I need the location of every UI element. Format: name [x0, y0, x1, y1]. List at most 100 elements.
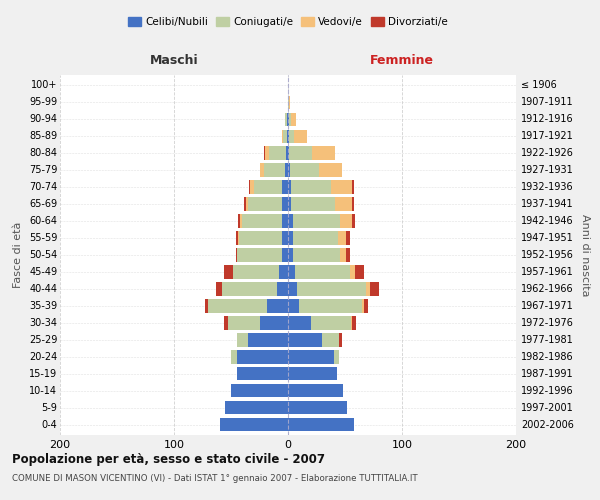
- Bar: [355, 266, 364, 278]
- Bar: [260, 316, 288, 330]
- Bar: [254, 180, 283, 194]
- Bar: [288, 248, 293, 262]
- Bar: [265, 146, 269, 160]
- Bar: [288, 112, 289, 126]
- Bar: [299, 300, 362, 312]
- Bar: [248, 198, 283, 210]
- Bar: [340, 214, 352, 228]
- Bar: [288, 214, 293, 228]
- Bar: [322, 334, 340, 346]
- Bar: [236, 248, 283, 262]
- Bar: [220, 418, 288, 432]
- Bar: [216, 282, 222, 296]
- Y-axis label: Fasce di età: Fasce di età: [13, 222, 23, 288]
- Bar: [292, 198, 335, 210]
- Bar: [335, 198, 352, 210]
- Bar: [340, 334, 341, 346]
- Legend: Celibi/Nubili, Coniugati/e, Vedovi/e, Divorziati/e: Celibi/Nubili, Coniugati/e, Vedovi/e, Di…: [124, 12, 452, 31]
- Bar: [264, 164, 284, 176]
- Bar: [205, 300, 208, 312]
- Bar: [231, 350, 236, 364]
- Bar: [288, 334, 322, 346]
- Bar: [226, 401, 288, 414]
- Bar: [288, 300, 299, 312]
- Bar: [293, 248, 340, 262]
- Bar: [288, 164, 290, 176]
- Bar: [283, 232, 288, 244]
- Bar: [240, 214, 242, 228]
- Bar: [364, 300, 368, 312]
- Bar: [236, 334, 248, 346]
- Bar: [269, 146, 286, 160]
- Bar: [288, 96, 289, 109]
- Bar: [370, 282, 379, 296]
- Bar: [242, 214, 283, 228]
- Bar: [288, 180, 292, 194]
- Bar: [283, 180, 288, 194]
- Bar: [287, 130, 288, 143]
- Bar: [236, 367, 288, 380]
- Bar: [250, 180, 254, 194]
- Bar: [293, 232, 338, 244]
- Bar: [289, 130, 294, 143]
- Bar: [362, 300, 364, 312]
- Bar: [352, 316, 356, 330]
- Bar: [338, 232, 346, 244]
- Bar: [288, 198, 292, 210]
- Bar: [290, 164, 319, 176]
- Bar: [293, 214, 340, 228]
- Bar: [239, 232, 283, 244]
- Bar: [277, 282, 288, 296]
- Text: Femmine: Femmine: [370, 54, 434, 68]
- Bar: [283, 130, 287, 143]
- Bar: [224, 266, 233, 278]
- Bar: [288, 146, 289, 160]
- Bar: [268, 300, 288, 312]
- Bar: [292, 112, 296, 126]
- Bar: [331, 180, 352, 194]
- Bar: [288, 232, 293, 244]
- Bar: [288, 418, 354, 432]
- Bar: [289, 146, 312, 160]
- Bar: [311, 316, 351, 330]
- Bar: [208, 300, 268, 312]
- Bar: [260, 164, 264, 176]
- Bar: [227, 316, 260, 330]
- Bar: [283, 214, 288, 228]
- Bar: [334, 350, 340, 364]
- Bar: [295, 266, 350, 278]
- Bar: [288, 130, 289, 143]
- Bar: [284, 112, 287, 126]
- Bar: [288, 350, 334, 364]
- Bar: [238, 232, 239, 244]
- Text: Maschi: Maschi: [149, 54, 199, 68]
- Bar: [312, 146, 335, 160]
- Bar: [294, 130, 307, 143]
- Bar: [279, 266, 288, 278]
- Bar: [288, 367, 337, 380]
- Bar: [319, 164, 341, 176]
- Bar: [346, 232, 350, 244]
- Text: COMUNE DI MASON VICENTINO (VI) - Dati ISTAT 1° gennaio 2007 - Elaborazione TUTTI: COMUNE DI MASON VICENTINO (VI) - Dati IS…: [12, 474, 418, 483]
- Bar: [283, 198, 288, 210]
- Bar: [246, 198, 248, 210]
- Bar: [350, 266, 355, 278]
- Bar: [289, 96, 290, 109]
- Bar: [289, 112, 292, 126]
- Bar: [238, 214, 240, 228]
- Bar: [231, 384, 288, 398]
- Bar: [248, 334, 288, 346]
- Bar: [287, 112, 288, 126]
- Bar: [340, 248, 346, 262]
- Bar: [283, 248, 288, 262]
- Bar: [365, 282, 370, 296]
- Bar: [352, 198, 354, 210]
- Bar: [288, 266, 295, 278]
- Bar: [249, 180, 250, 194]
- Bar: [288, 384, 343, 398]
- Bar: [288, 401, 347, 414]
- Bar: [286, 146, 288, 160]
- Bar: [244, 198, 246, 210]
- Bar: [346, 248, 350, 262]
- Bar: [284, 164, 288, 176]
